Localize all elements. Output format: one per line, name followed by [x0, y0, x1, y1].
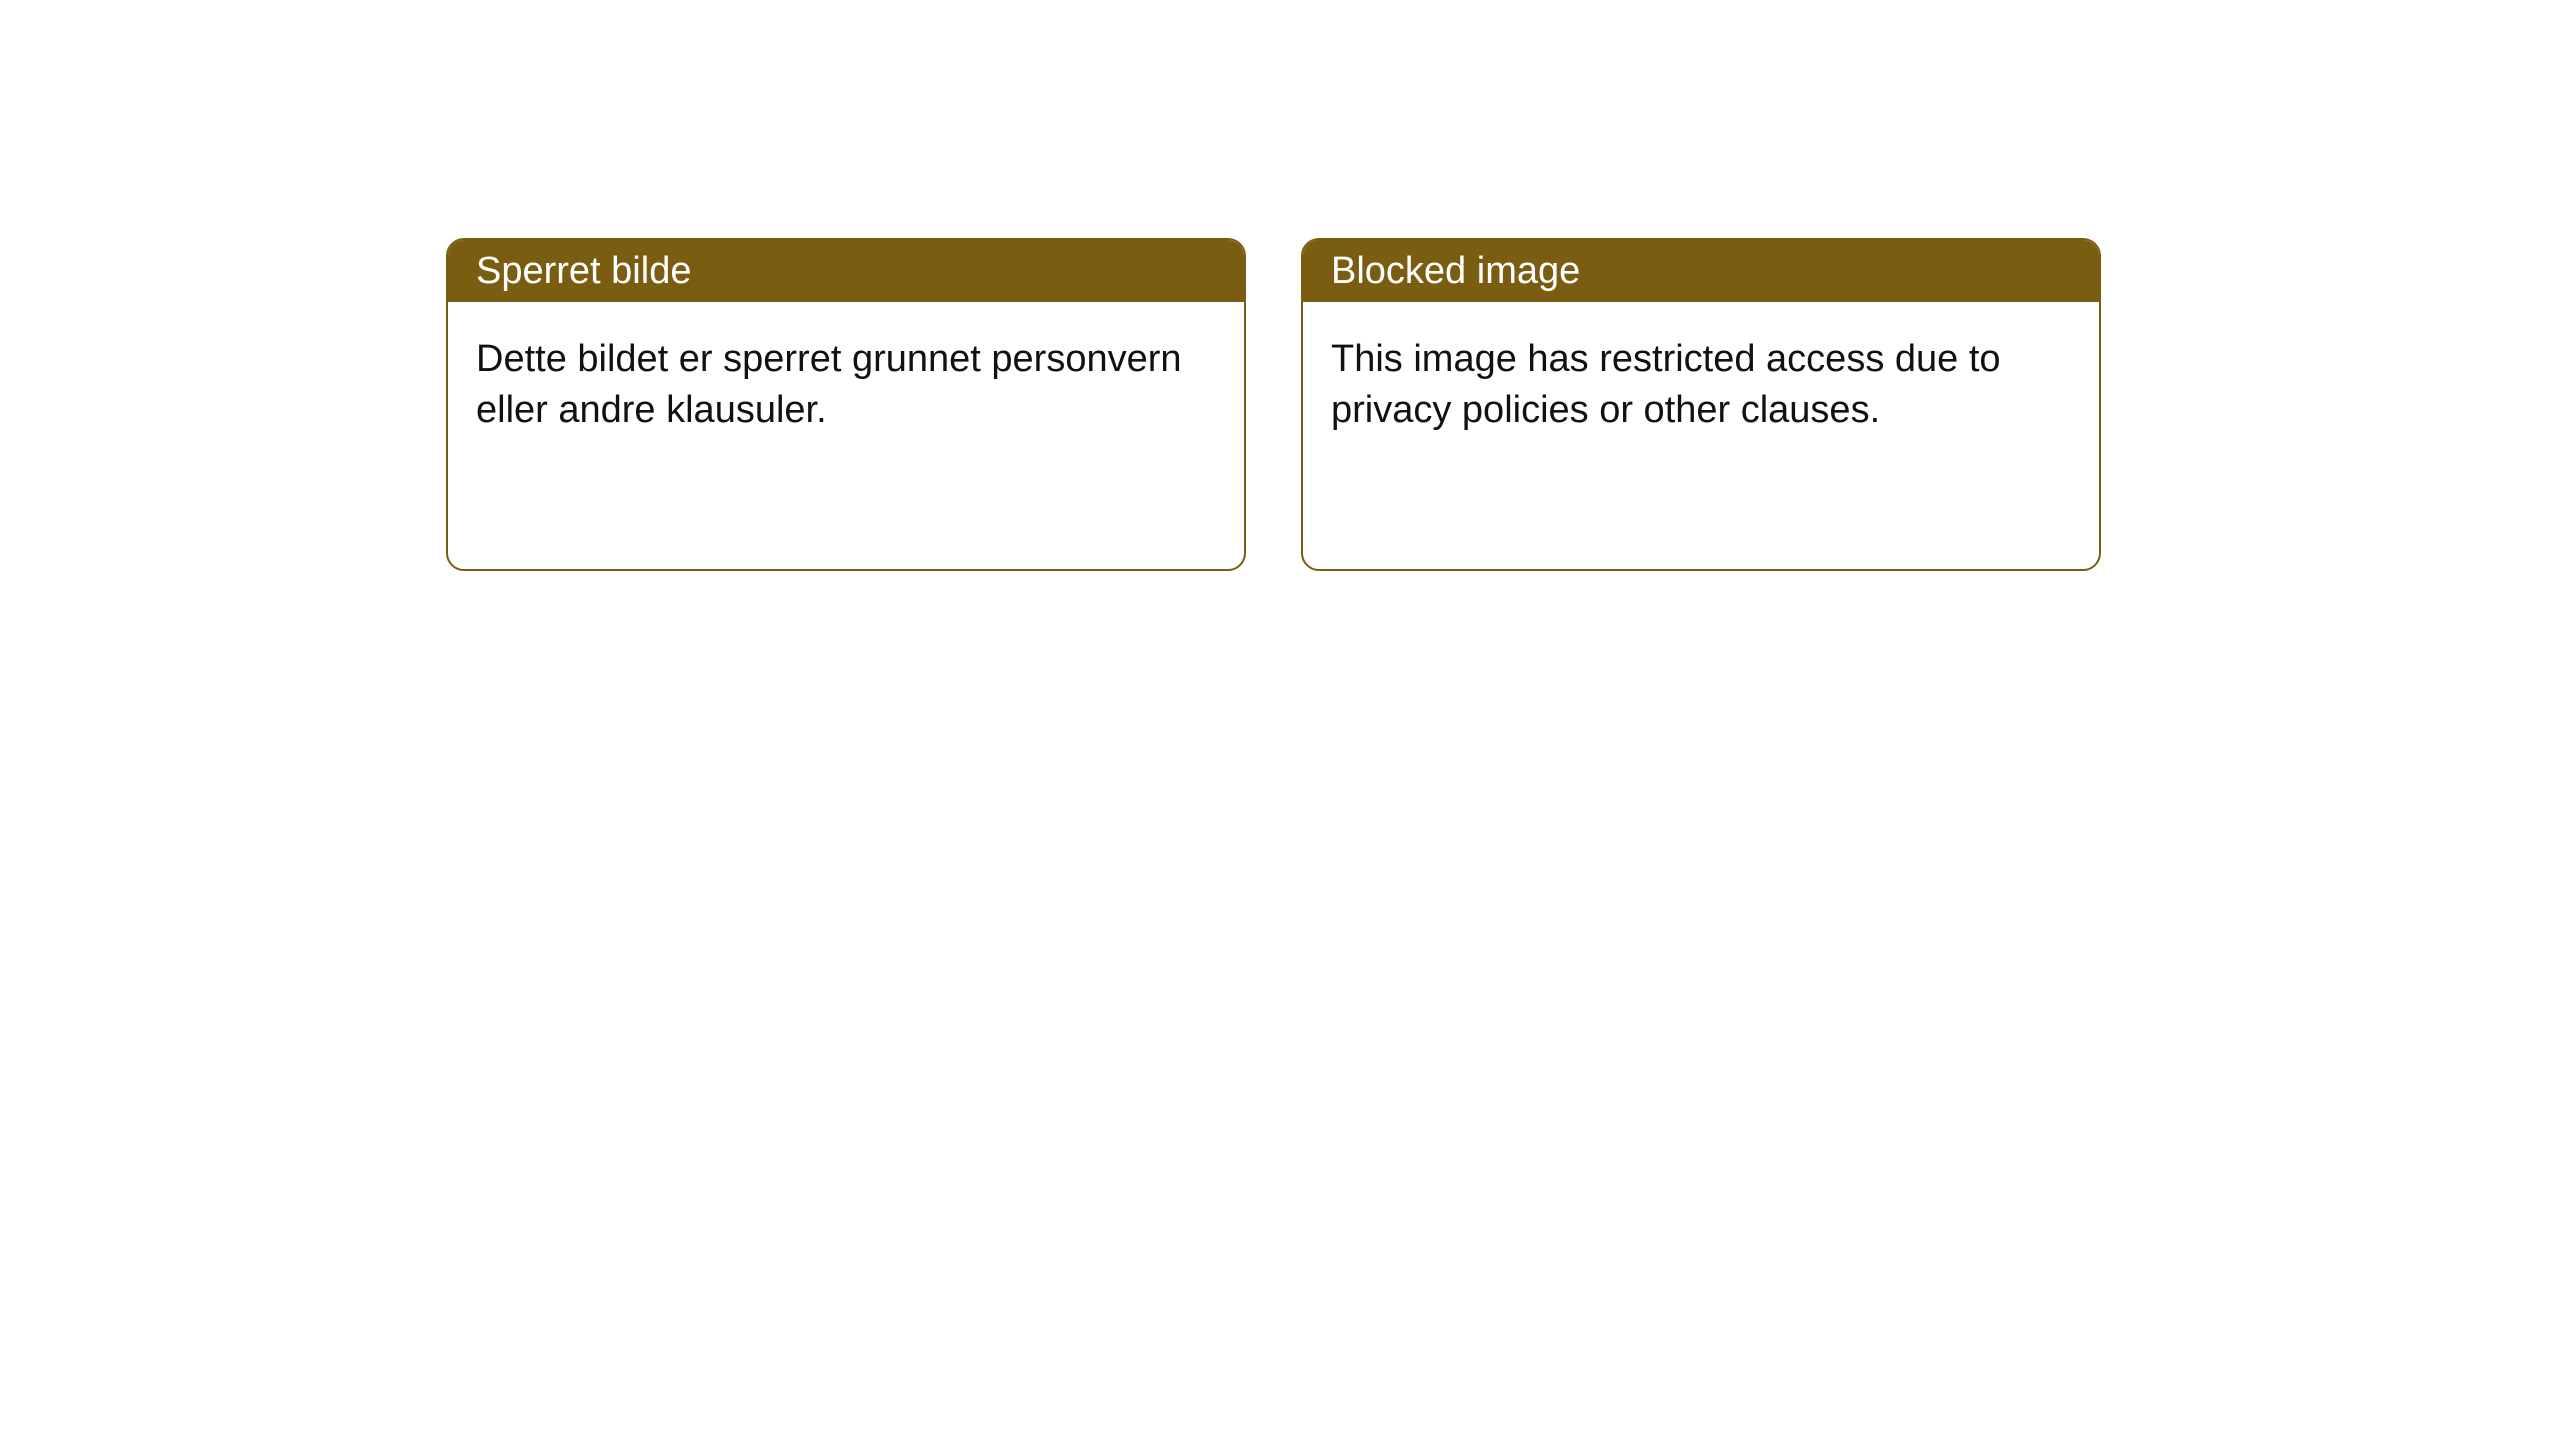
card-container: Sperret bilde Dette bildet er sperret gr… — [0, 0, 2560, 571]
card-header: Blocked image — [1303, 240, 2099, 302]
card-header: Sperret bilde — [448, 240, 1244, 302]
notice-card-english: Blocked image This image has restricted … — [1301, 238, 2101, 571]
card-body-text: This image has restricted access due to … — [1331, 338, 2001, 431]
card-body: This image has restricted access due to … — [1303, 302, 2099, 469]
card-title: Blocked image — [1331, 250, 1580, 293]
card-body: Dette bildet er sperret grunnet personve… — [448, 302, 1244, 469]
notice-card-norwegian: Sperret bilde Dette bildet er sperret gr… — [446, 238, 1246, 571]
card-title: Sperret bilde — [476, 250, 691, 293]
card-body-text: Dette bildet er sperret grunnet personve… — [476, 338, 1182, 431]
